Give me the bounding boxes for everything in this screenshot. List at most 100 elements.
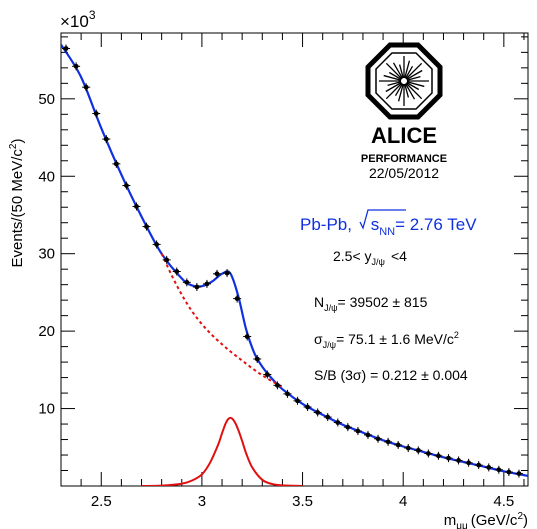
data-point bbox=[456, 458, 461, 463]
data-point bbox=[486, 465, 492, 470]
y-tick-label: 40 bbox=[38, 168, 55, 185]
annotation-sqrt-sub: NN bbox=[379, 226, 395, 238]
data-point bbox=[254, 356, 260, 362]
data-point bbox=[214, 271, 220, 277]
data-point bbox=[103, 136, 109, 142]
alice-logo-ray bbox=[404, 83, 410, 98]
data-point bbox=[234, 296, 240, 302]
y-multiplier-exponent: 3 bbox=[89, 8, 96, 22]
alice-logo-rays bbox=[379, 56, 429, 106]
alice-logo-ray bbox=[383, 74, 402, 81]
y-tick-label: 10 bbox=[38, 401, 55, 418]
annotation-yield: NJ/ψ= 39502 ± 815 bbox=[314, 294, 428, 313]
alice-logo-ray bbox=[394, 83, 404, 97]
annotation-signal-background: S/B (3σ) = 0.212 ± 0.004 bbox=[314, 367, 468, 383]
alice-logo-ray bbox=[392, 62, 404, 79]
data-point bbox=[274, 382, 280, 388]
data-point bbox=[436, 453, 441, 459]
alice-logo-ray bbox=[385, 82, 403, 100]
alice-logo-ray bbox=[405, 62, 423, 80]
alice-logo-ray bbox=[406, 69, 423, 81]
data-point bbox=[476, 462, 482, 468]
data-point bbox=[516, 471, 522, 477]
data-point bbox=[63, 46, 69, 51]
data-point bbox=[415, 447, 421, 453]
alice-logo-ray bbox=[406, 81, 425, 88]
x-axis-label-unit: (GeV/c bbox=[471, 512, 518, 529]
sqrt-sign bbox=[359, 209, 406, 230]
alice-logo-ray bbox=[388, 71, 402, 81]
annotation-width-value: = 75.1 ± 1.6 MeV/c bbox=[336, 331, 454, 347]
data-point bbox=[194, 284, 200, 290]
alice-logo-ray bbox=[404, 60, 411, 79]
data-point bbox=[395, 442, 401, 448]
data-point bbox=[244, 334, 250, 339]
annotation-yield-sub: J/ψ bbox=[324, 303, 337, 313]
x-tick-label: 4 bbox=[399, 493, 407, 510]
x-tick-label: 3 bbox=[198, 493, 206, 510]
annotation-energy: = 2.76 TeV bbox=[395, 215, 477, 234]
data-point bbox=[506, 469, 512, 475]
data-point bbox=[73, 63, 79, 69]
alice-logo-name: ALICE bbox=[371, 123, 437, 148]
y-axis-label: Events/(50 MeV/c2) bbox=[8, 139, 26, 268]
x-tick-label: 3.5 bbox=[292, 493, 313, 510]
alice-logo-subtitle: PERFORMANCE bbox=[361, 153, 447, 165]
annotation-width: σJ/ψ= 75.1 ± 1.6 MeV/c2 bbox=[314, 330, 459, 350]
annotation-width-sub: J/ψ bbox=[323, 340, 336, 350]
alice-logo-ray bbox=[406, 81, 420, 91]
data-point bbox=[264, 372, 270, 377]
y-axis-label-sup: 2 bbox=[8, 143, 19, 149]
alice-logo-ray bbox=[404, 83, 416, 100]
data-point bbox=[154, 242, 160, 247]
y-tick-label: 50 bbox=[38, 91, 55, 108]
tick-labels: 2.5 3 3.5 4 4.5 10 20 30 40 50 bbox=[38, 91, 514, 510]
y-multiplier: ×103 bbox=[60, 8, 96, 31]
y-tick-label: 20 bbox=[38, 323, 55, 340]
data-point bbox=[345, 424, 351, 430]
y-axis-label-close: ) bbox=[9, 139, 26, 144]
data-point bbox=[425, 451, 431, 456]
alice-logo-ray bbox=[387, 81, 402, 87]
alice-logo-inner-octagon bbox=[375, 52, 433, 110]
alice-logo-ray bbox=[404, 65, 414, 79]
data-point bbox=[446, 455, 451, 461]
data-point bbox=[385, 439, 391, 445]
data-point bbox=[295, 398, 300, 404]
alice-logo-date: 22/05/2012 bbox=[369, 165, 439, 181]
alice-logo-ray bbox=[406, 75, 421, 81]
alice-logo-ray bbox=[397, 83, 404, 102]
annotation-collision-system: Pb-Pb, sNN= 2.76 TeV bbox=[300, 215, 477, 238]
background-fit-curve bbox=[160, 253, 283, 388]
x-tick-label: 2.5 bbox=[91, 493, 112, 510]
data-point bbox=[496, 467, 502, 473]
series-group bbox=[61, 44, 528, 486]
alice-logo-ray bbox=[385, 81, 402, 93]
alice-logo-ray bbox=[385, 62, 403, 80]
x-axis-label-unit-close: ) bbox=[523, 512, 528, 529]
data-point bbox=[144, 224, 149, 229]
data-point bbox=[335, 420, 341, 425]
alice-logo-ray bbox=[398, 64, 404, 79]
data-point bbox=[365, 432, 371, 438]
data-point bbox=[285, 391, 290, 397]
data-point bbox=[164, 257, 170, 263]
data-point bbox=[204, 281, 210, 287]
data-point bbox=[83, 84, 89, 90]
data-point bbox=[93, 111, 99, 116]
data-point bbox=[405, 445, 411, 451]
data-point bbox=[466, 460, 472, 466]
data-point bbox=[375, 436, 381, 442]
annotation-rapidity-sub: J/ψ bbox=[372, 257, 385, 267]
annotation-rapidity-post: <4 bbox=[391, 248, 407, 264]
x-axis-label: mμμ (GeV/c2) bbox=[444, 511, 528, 529]
data-point bbox=[224, 270, 230, 276]
x-tick-label: 4.5 bbox=[493, 493, 514, 510]
signal-fit-curve bbox=[141, 416, 303, 486]
plot-area bbox=[61, 44, 528, 486]
alice-logo-octagon bbox=[365, 42, 443, 120]
data-point bbox=[113, 161, 119, 167]
alice-logo: ALICE PERFORMANCE 22/05/2012 bbox=[361, 42, 447, 181]
